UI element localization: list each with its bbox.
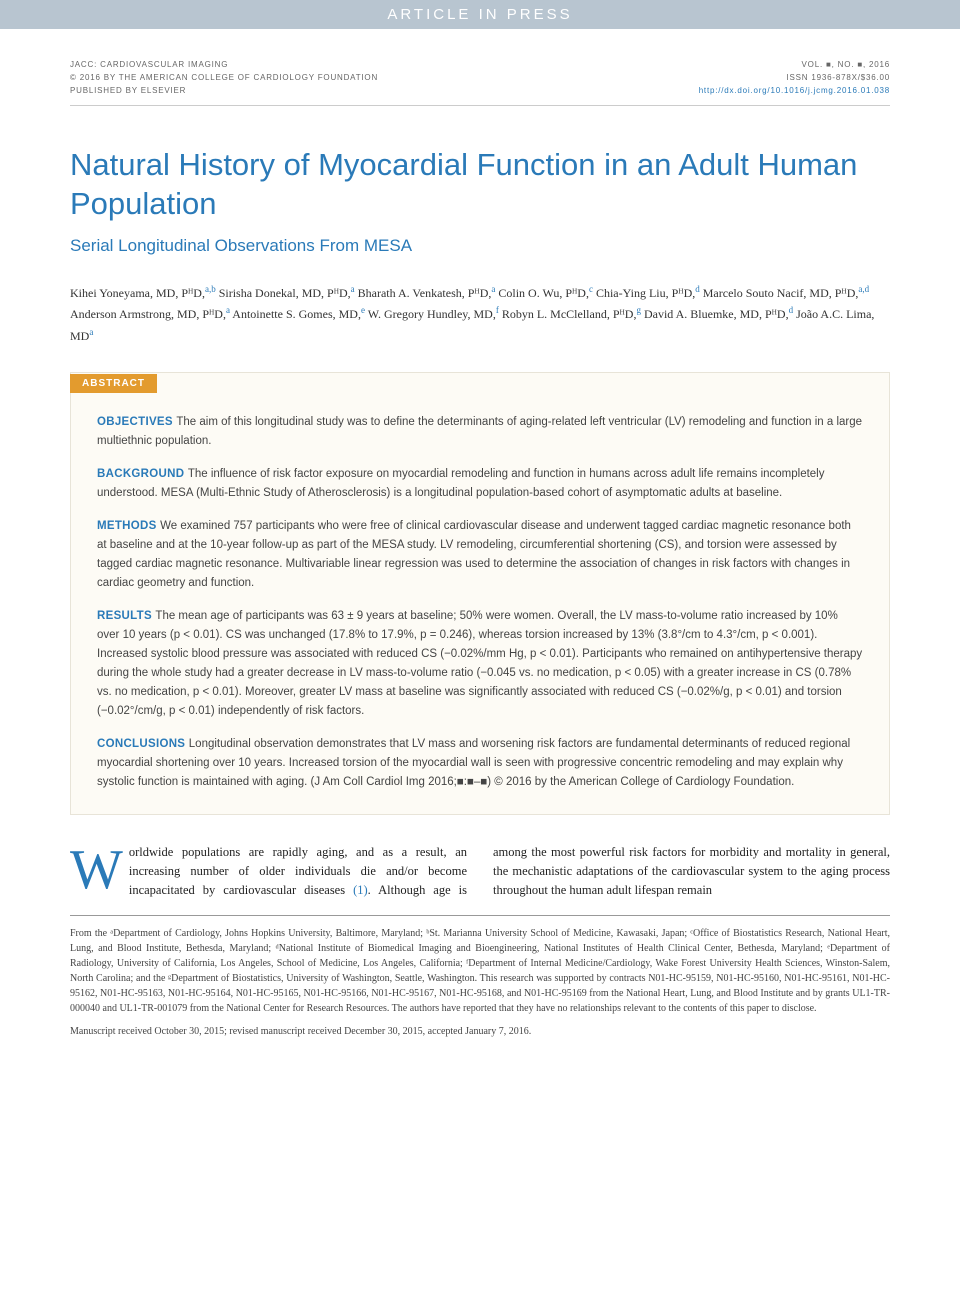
copyright-line: © 2016 BY THE AMERICAN COLLEGE OF CARDIO… — [70, 72, 378, 85]
header-right: VOL. ■, NO. ■, 2016 ISSN 1936-878X/$36.0… — [699, 59, 890, 97]
abstract-heading: BACKGROUND — [97, 468, 188, 480]
author-list: Kihei Yoneyama, MD, PᴴD,a,b Sirisha Done… — [70, 282, 890, 346]
abstract-heading: CONCLUSIONS — [97, 738, 189, 750]
abstract-section-objectives: OBJECTIVES The aim of this longitudinal … — [97, 413, 863, 451]
abstract-heading: RESULTS — [97, 610, 155, 622]
dropcap: W — [70, 843, 129, 895]
abstract-heading: OBJECTIVES — [97, 416, 176, 428]
abstract-text: Longitudinal observation demonstrates th… — [97, 738, 850, 788]
abstract-section-conclusions: CONCLUSIONS Longitudinal observation dem… — [97, 735, 863, 792]
article-subtitle: Serial Longitudinal Observations From ME… — [70, 236, 890, 256]
affiliation-divider — [70, 915, 890, 916]
abstract-content: OBJECTIVES The aim of this longitudinal … — [71, 393, 889, 813]
volume-info: VOL. ■, NO. ■, 2016 — [699, 59, 890, 72]
abstract-box: ABSTRACT OBJECTIVES The aim of this long… — [70, 372, 890, 814]
abstract-section-background: BACKGROUND The influence of risk factor … — [97, 465, 863, 503]
doi-link[interactable]: http://dx.doi.org/10.1016/j.jcmg.2016.01… — [699, 85, 890, 98]
abstract-text: The influence of risk factor exposure on… — [97, 468, 824, 499]
body-text: Worldwide populations are rapidly aging,… — [70, 843, 890, 901]
affiliations: From the ᵃDepartment of Cardiology, John… — [70, 926, 890, 1016]
issn-info: ISSN 1936-878X/$36.00 — [699, 72, 890, 85]
abstract-section-results: RESULTS The mean age of participants was… — [97, 607, 863, 721]
abstract-label: ABSTRACT — [70, 374, 157, 393]
abstract-text: The aim of this longitudinal study was t… — [97, 416, 862, 447]
article-in-press-banner: ARTICLE IN PRESS — [0, 0, 960, 29]
publisher-line: PUBLISHED BY ELSEVIER — [70, 85, 378, 98]
journal-name: JACC: CARDIOVASCULAR IMAGING — [70, 59, 378, 72]
abstract-heading: METHODS — [97, 520, 160, 532]
article-title: Natural History of Myocardial Function i… — [70, 146, 890, 224]
abstract-text: We examined 757 participants who were fr… — [97, 520, 851, 589]
header-left: JACC: CARDIOVASCULAR IMAGING © 2016 BY T… — [70, 59, 378, 97]
citation-link[interactable]: (1) — [353, 883, 368, 897]
header-metadata: JACC: CARDIOVASCULAR IMAGING © 2016 BY T… — [70, 59, 890, 106]
manuscript-dates: Manuscript received October 30, 2015; re… — [70, 1026, 890, 1037]
abstract-section-methods: METHODS We examined 757 participants who… — [97, 517, 863, 593]
page-content: JACC: CARDIOVASCULAR IMAGING © 2016 BY T… — [0, 29, 960, 1077]
abstract-text: The mean age of participants was 63 ± 9 … — [97, 610, 862, 717]
